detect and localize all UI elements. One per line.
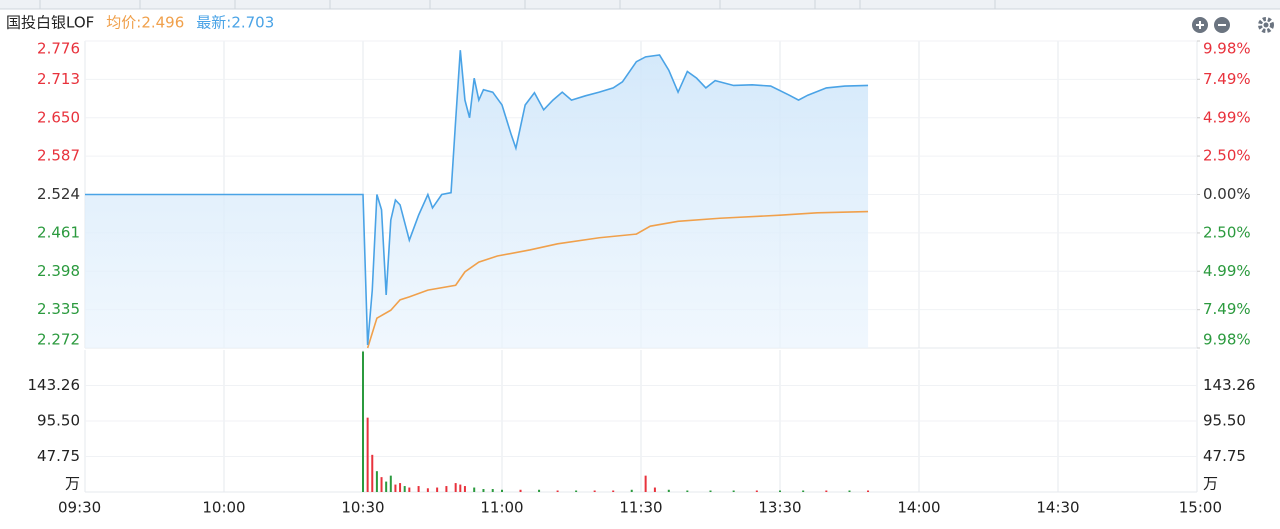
tab-dividers [0, 0, 1280, 10]
volume-bar [389, 475, 392, 492]
volume-bar [630, 489, 633, 492]
x-tick-label: 10:30 [341, 499, 384, 517]
volume-bar [825, 490, 828, 492]
volume-bar [779, 490, 781, 492]
volume-bar [612, 490, 615, 492]
y-tick-label: 2.587 [37, 147, 80, 165]
y2-tick-label: 9.98% [1203, 331, 1251, 349]
volume-bar [426, 488, 429, 492]
volume-bar [491, 489, 494, 492]
volume-bar [482, 489, 485, 492]
volume-bar [366, 417, 369, 492]
volume-bar [408, 487, 411, 492]
volume-bar [575, 490, 578, 492]
y2-tick-label: 0.00% [1203, 185, 1251, 203]
volume-bar [538, 489, 541, 492]
volume-bar [380, 477, 383, 492]
legend-entry: 均价:2.496 [106, 14, 184, 32]
series-line [366, 210, 869, 349]
volume-bar [403, 486, 406, 492]
chart-title: 国投白银LOF [6, 14, 94, 32]
y-tick-label: 47.75 [37, 447, 80, 465]
y2-tick-label: 万 [1203, 475, 1218, 493]
x-tick-label: 11:00 [480, 499, 523, 517]
volume-bar [848, 490, 851, 492]
volume-bar [653, 487, 656, 492]
legend-entry: 最新:2.703 [196, 14, 274, 32]
volume-bar [593, 490, 596, 492]
settings-button[interactable] [1258, 17, 1274, 33]
zoom-out-button[interactable] [1214, 17, 1230, 33]
x-tick-label: 14:30 [1036, 499, 1079, 517]
volume-bar [686, 490, 689, 492]
volume-bar [556, 490, 559, 492]
x-tick-label: 09:30 [58, 499, 101, 517]
volume-bar [362, 351, 364, 492]
volume-bar [394, 484, 397, 492]
y-tick-label: 万 [65, 475, 80, 493]
volume-bar [519, 489, 522, 492]
x-tick-label: 14:00 [897, 499, 940, 517]
y2-tick-label: 2.50% [1203, 147, 1251, 165]
volume-bar [399, 483, 402, 492]
volume-bar [473, 487, 476, 492]
y2-tick-label: 7.49% [1203, 70, 1251, 88]
y-tick-label: 2.524 [37, 185, 80, 203]
y2-tick-label: 95.50 [1203, 412, 1246, 430]
y-tick-label: 2.398 [37, 262, 80, 280]
volume-bar [454, 483, 457, 492]
price-area [85, 50, 869, 349]
volume-bar [417, 486, 420, 492]
y2-tick-label: 7.49% [1203, 300, 1251, 318]
y-tick-label: 2.461 [37, 223, 80, 241]
y-tick-label: 2.335 [37, 300, 80, 318]
y2-tick-label: 9.98% [1203, 40, 1251, 58]
volume-bar [732, 490, 735, 492]
y-tick-label: 2.650 [37, 108, 80, 126]
volume-bar [375, 471, 378, 492]
volume-bar [371, 454, 374, 492]
volume-bar [501, 489, 503, 492]
y2-tick-label: 2.50% [1203, 223, 1251, 241]
zoom-in-button[interactable] [1192, 17, 1208, 33]
volume-bar [867, 490, 870, 492]
x-tick-label: 13:30 [758, 499, 801, 517]
x-tick-label: 11:30 [619, 499, 662, 517]
y2-tick-label: 4.99% [1203, 108, 1251, 126]
volume-bar [385, 481, 388, 492]
volume-bar [459, 484, 462, 492]
volume-bar [755, 490, 758, 492]
y2-tick-label: 143.26 [1203, 376, 1256, 394]
volume-bar [667, 489, 670, 492]
y-tick-label: 143.26 [28, 376, 81, 394]
volume-bar [802, 490, 805, 492]
volume-bar [463, 486, 466, 492]
y-tick-label: 95.50 [37, 412, 80, 430]
y2-tick-label: 47.75 [1203, 447, 1246, 465]
volume-bar [436, 487, 439, 492]
volume-bar [709, 490, 712, 492]
y2-tick-label: 4.99% [1203, 262, 1251, 280]
series-line [85, 50, 869, 346]
volume-bar [644, 475, 647, 492]
tab-strip [0, 0, 1280, 9]
y-tick-label: 2.776 [37, 40, 80, 58]
volume-bar [445, 486, 448, 492]
y-tick-label: 2.272 [37, 331, 80, 349]
x-tick-label: 15:00 [1179, 499, 1222, 517]
x-tick-label: 10:00 [202, 499, 245, 517]
y-tick-label: 2.713 [37, 70, 80, 88]
